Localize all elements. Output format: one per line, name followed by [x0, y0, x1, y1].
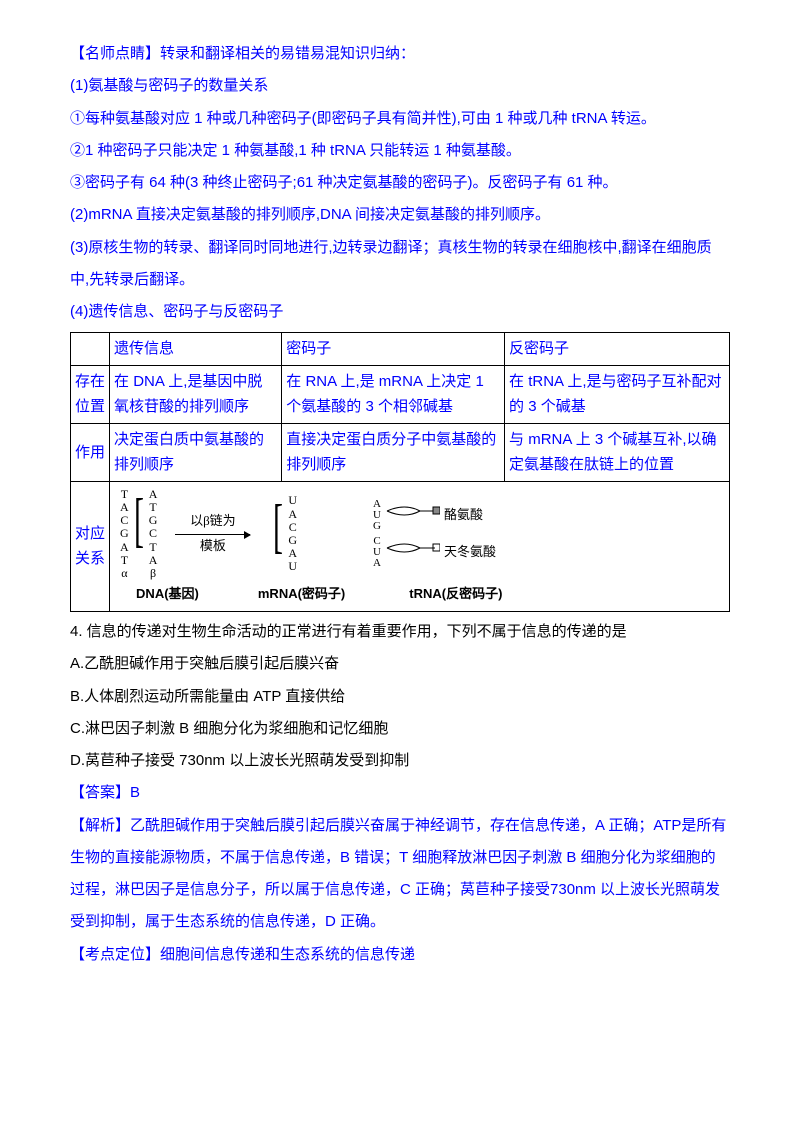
comparison-table: 遗传信息 密码子 反密码子 存在位置 在 DNA 上,是基因中脱氧核苷酸的排列顺…	[70, 332, 730, 612]
arrow-icon	[175, 534, 250, 535]
analysis-label: 【解析】	[70, 817, 130, 834]
trna-2: CUA 天冬氨酸	[373, 536, 496, 569]
q4-option-b: B.人体剧烈运动所需能量由 ATP 直接供给	[70, 681, 730, 713]
analysis-paragraph: 【解析】乙酰胆碱作用于突触后膜引起后膜兴奋属于神经调节，存在信息传递，A 正确；…	[70, 810, 730, 939]
tip-title: 【名师点睛】转录和翻译相关的易错易混知识归纳：	[70, 38, 730, 70]
p1-3: ③密码子有 64 种(3 种终止密码子;61 种决定氨基酸的密码子)。反密码子有…	[70, 167, 730, 199]
th-genetic-info: 遗传信息	[110, 333, 282, 366]
trna-shape-icon	[385, 538, 440, 566]
p2: (2)mRNA 直接决定氨基酸的排列顺序,DNA 间接决定氨基酸的排列顺序。	[70, 199, 730, 231]
trna-shape-icon	[385, 501, 440, 529]
trna1-label: 酪氨酸	[444, 504, 483, 526]
trna-1: AUG 酪氨酸	[373, 499, 496, 532]
arrow-label-bottom: 模板	[200, 535, 226, 557]
th-empty	[71, 333, 110, 366]
beta-strand: ATGCTAβ	[149, 488, 158, 580]
p3: (3)原核生物的转录、翻译同时同地进行,边转录边翻译；真核生物的转录在细胞核中,…	[70, 232, 730, 297]
row2-col1: 决定蛋白质中氨基酸的排列顺序	[110, 423, 282, 481]
p1-1: ①每种氨基酸对应 1 种或几种密码子(即密码子具有简并性),可由 1 种或几种 …	[70, 103, 730, 135]
p1: (1)氨基酸与密码子的数量关系	[70, 70, 730, 102]
row1-col2: 在 RNA 上,是 mRNA 上决定 1 个氨基酸的 3 个相邻碱基	[282, 365, 505, 423]
alpha-strand: TACGATα	[120, 488, 129, 580]
row2-col2: 直接决定蛋白质分子中氨基酸的排列顺序	[282, 423, 505, 481]
table-row-function: 作用 决定蛋白质中氨基酸的排列顺序 直接决定蛋白质分子中氨基酸的排列顺序 与 m…	[71, 423, 730, 481]
q4-option-a: A.乙酰胆碱作用于突触后膜引起后膜兴奋	[70, 648, 730, 680]
table-row-location: 存在位置 在 DNA 上,是基因中脱氧核苷酸的排列顺序 在 RNA 上,是 mR…	[71, 365, 730, 423]
question-4: 4. 信息的传递对生物生命活动的正常进行有着重要作用，下列不属于信息的传递的是	[70, 616, 730, 648]
bracket-icon: [	[134, 492, 144, 549]
row3-label: 对应关系	[71, 481, 110, 611]
row2-col3: 与 mRNA 上 3 个碱基互补,以确定氨基酸在肽链上的位置	[505, 423, 730, 481]
row1-col1: 在 DNA 上,是基因中脱氧核苷酸的排列顺序	[110, 365, 282, 423]
genetic-diagram: TACGATα [ ATGCTAβ 以β链为 模板 [ UACGAU	[120, 488, 719, 580]
arrow-label-top: 以β链为	[190, 510, 236, 532]
label-trna: tRNA(反密码子)	[409, 583, 502, 605]
diagram-bottom-labels: DNA(基因) mRNA(密码子) tRNA(反密码子)	[120, 583, 719, 605]
table-row-diagram: 对应关系 TACGATα [ ATGCTAβ 以β链为 模板	[71, 481, 730, 611]
trna2-label: 天冬氨酸	[444, 541, 496, 563]
th-anticodon: 反密码子	[505, 333, 730, 366]
mrna-strand: UACGAU	[288, 494, 297, 573]
th-codon: 密码子	[282, 333, 505, 366]
topic-label: 【考点定位】细胞间信息传递和生态系统的信息传递	[70, 939, 730, 971]
p1-2: ②1 种密码子只能决定 1 种氨基酸,1 种 tRNA 只能转运 1 种氨基酸。	[70, 135, 730, 167]
bracket-icon: [	[273, 498, 283, 555]
p4: (4)遗传信息、密码子与反密码子	[70, 296, 730, 328]
row1-label: 存在位置	[71, 365, 110, 423]
row1-col3: 在 tRNA 上,是与密码子互补配对的 3 个碱基	[505, 365, 730, 423]
label-dna: DNA(基因)	[136, 583, 199, 605]
arrow-block: 以β链为 模板	[175, 510, 250, 557]
trna-block: AUG 酪氨酸 CUA 天冬氨酸	[373, 499, 496, 569]
q4-option-c: C.淋巴因子刺激 B 细胞分化为浆细胞和记忆细胞	[70, 713, 730, 745]
analysis-text: 乙酰胆碱作用于突触后膜引起后膜兴奋属于神经调节，存在信息传递，A 正确；ATP是…	[70, 817, 726, 931]
q4-option-d: D.莴苣种子接受 730nm 以上波长光照萌发受到抑制	[70, 745, 730, 777]
answer-label: 【答案】B	[70, 777, 730, 809]
label-mrna: mRNA(密码子)	[258, 583, 345, 605]
diagram-cell: TACGATα [ ATGCTAβ 以β链为 模板 [ UACGAU	[110, 481, 730, 611]
row2-label: 作用	[71, 423, 110, 481]
mrna-block: [ UACGAU	[268, 494, 297, 573]
dna-block: TACGATα [ ATGCTAβ	[120, 488, 157, 580]
table-header-row: 遗传信息 密码子 反密码子	[71, 333, 730, 366]
